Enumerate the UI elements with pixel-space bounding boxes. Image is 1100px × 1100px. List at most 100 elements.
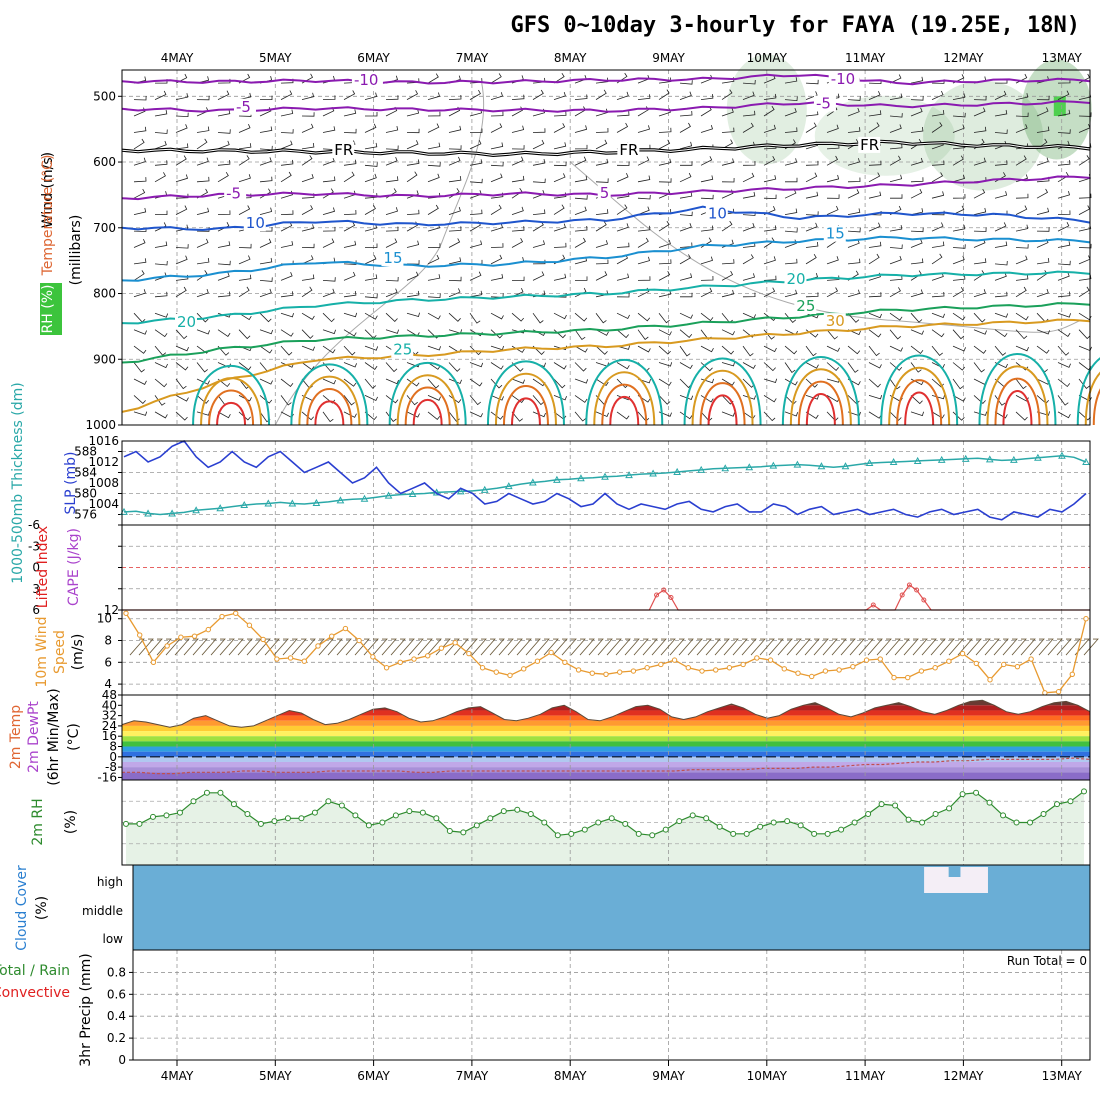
- surface-wind-barb: [831, 638, 847, 656]
- surface-isotherm: [216, 401, 247, 426]
- wind-barb: [910, 107, 923, 117]
- wind-barb: [217, 210, 231, 215]
- surface-wind-barb: [1011, 638, 1027, 656]
- wind-barb: [448, 276, 462, 282]
- slp-line: [123, 440, 1087, 521]
- wind-speed-marker: [287, 655, 294, 661]
- wind-barb: [532, 139, 545, 150]
- wind-barb: [784, 312, 797, 323]
- wind-barb: [742, 345, 754, 357]
- isotherm-label: 10: [708, 204, 727, 222]
- wind-speed-marker: [630, 668, 637, 674]
- rh-marker: [230, 801, 237, 808]
- wind-barb: [196, 395, 210, 404]
- wind-barb: [427, 162, 441, 167]
- rh-marker: [1054, 801, 1061, 808]
- wind-barb: [1015, 205, 1028, 215]
- wind-barb: [448, 176, 462, 183]
- wind-barb: [679, 110, 693, 117]
- wind-barb: [931, 172, 944, 183]
- wind-barb: [448, 94, 462, 100]
- wind-barb: [532, 271, 545, 281]
- wind-barb: [511, 226, 525, 232]
- thickness-marker: [841, 462, 850, 470]
- wind-barb: [280, 171, 292, 183]
- surface-wind-barb: [372, 638, 388, 656]
- wind-barb: [658, 329, 672, 336]
- wind-barb: [784, 345, 798, 355]
- rh-marker: [338, 802, 345, 809]
- wind-barb: [154, 109, 168, 117]
- surface-isotherm: [797, 380, 844, 426]
- wind-speed-marker: [164, 643, 170, 649]
- thickness-marker: [456, 487, 465, 495]
- wind-barb: [658, 378, 672, 386]
- wind-speed-marker: [946, 658, 952, 664]
- wind-barb: [469, 345, 482, 356]
- wind-barb: [973, 258, 987, 265]
- rh-marker: [284, 815, 291, 822]
- cloud-level-label: low: [103, 932, 124, 946]
- wind-barb: [889, 255, 902, 265]
- wind-barb: [700, 175, 714, 183]
- rh-marker: [392, 812, 399, 819]
- wind-barb: [889, 362, 903, 371]
- wind-barb: [259, 288, 272, 298]
- wind-barb: [511, 106, 524, 117]
- wind-barb: [448, 125, 462, 133]
- wind-barb: [973, 157, 986, 166]
- wind-barb: [196, 238, 209, 248]
- wind-barb: [973, 227, 987, 232]
- rh-marker: [959, 791, 966, 798]
- wind-speed-marker: [658, 661, 664, 668]
- surface-wind-barb: [408, 638, 424, 656]
- wind-barb: [154, 378, 168, 388]
- wind-barb: [154, 291, 168, 298]
- wind-barb: [196, 270, 208, 281]
- wind-barb: [427, 378, 440, 389]
- wind-barb: [133, 258, 147, 265]
- thickness-marker: [264, 499, 273, 507]
- wind-barb: [994, 272, 1007, 281]
- wind-barb: [322, 176, 336, 183]
- rh-marker: [770, 819, 777, 826]
- wind-barb: [553, 378, 566, 389]
- wind-barb: [805, 110, 819, 117]
- wind-barb: [260, 95, 273, 100]
- wind-speed-marker: [137, 632, 143, 638]
- surface-wind-barb: [759, 638, 775, 656]
- precip-axis-label: 3hr Precip (mm): [78, 953, 94, 1066]
- wind-barb: [763, 411, 776, 422]
- thickness-marker: [625, 471, 633, 479]
- precip-tick-label: 0.4: [107, 1009, 126, 1023]
- wind-barb: [1057, 222, 1070, 232]
- wind-barb: [847, 96, 861, 101]
- wind-barb: [343, 378, 357, 387]
- wind-barb: [154, 90, 167, 100]
- wind-barb: [511, 156, 524, 166]
- wind-barb: [196, 288, 209, 298]
- wind-speed-marker: [397, 659, 403, 666]
- rh-contour: [569, 161, 1082, 333]
- wind-barb: [490, 73, 502, 84]
- surface-wind-barb: [732, 638, 748, 656]
- wind-barb: [427, 73, 439, 84]
- wind-barb: [616, 329, 630, 339]
- wind-barb: [889, 93, 903, 100]
- partial-cloud-block: [948, 867, 961, 877]
- wind-barb: [910, 76, 924, 84]
- wind-barb: [1036, 227, 1050, 232]
- wind-barb: [679, 362, 693, 370]
- wind-barb: [511, 175, 525, 183]
- wind-barb: [511, 312, 525, 322]
- wind-barb: [280, 129, 294, 134]
- wind-barb: [1078, 378, 1090, 389]
- wind-barb: [322, 238, 335, 248]
- wind-barb: [217, 129, 231, 134]
- surface-wind-barb: [633, 638, 649, 656]
- surface-wind-barb: [948, 638, 964, 656]
- wind-barb: [1036, 329, 1050, 335]
- wind-barb: [259, 188, 271, 199]
- wind-barb: [343, 128, 357, 134]
